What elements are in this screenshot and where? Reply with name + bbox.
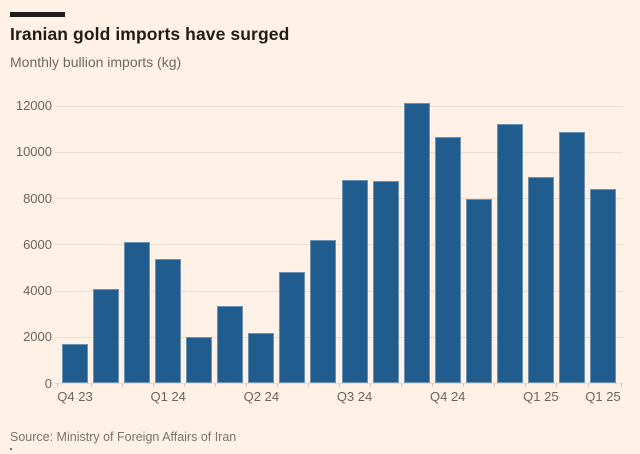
bar-month-5[interactable] [186,336,213,383]
chart-title: Iranian gold imports have surged [10,24,290,44]
y-axis-tick-label: 0 [44,375,52,391]
bar-month-16[interactable] [527,177,554,383]
x-axis-tick [525,383,527,387]
bar-month-2[interactable] [93,289,120,383]
bar-month-13[interactable] [434,136,461,383]
x-axis-tick [90,383,92,387]
x-axis-tick [121,383,123,387]
bar-month-12[interactable] [403,103,430,383]
x-axis-tick-label: Q4 24 [430,389,466,404]
x-axis-tick [620,383,622,387]
bar-month-9[interactable] [310,239,337,383]
gridline-4000 [55,290,623,292]
x-axis-tick-label: Q1 24 [150,389,186,404]
x-axis-tick [183,383,185,387]
chart-subtitle: Monthly bullion imports (kg) [10,54,182,70]
x-axis-tick [494,383,496,387]
source-credit: Source: Ministry of Foreign Affairs of I… [10,430,237,444]
x-axis-tick [152,383,154,387]
bar-month-17[interactable] [558,132,585,383]
y-axis-tick-label: 10000 [15,144,52,160]
x-axis-tick [276,383,278,387]
x-axis-tick [401,383,403,387]
x-axis-tick [432,383,434,387]
gridline-10000 [55,151,623,153]
x-axis-tick [556,383,558,387]
bar-month-7[interactable] [248,333,275,383]
y-axis-tick-label: 2000 [23,329,52,345]
y-axis-tick-label: 4000 [23,283,52,299]
gridline-6000 [55,244,623,246]
bar-month-1[interactable] [62,343,88,383]
gridline-8000 [55,198,623,200]
gridline-0 [55,383,623,384]
x-axis-tick-label: Q1 25 [585,389,621,404]
bar-month-18[interactable] [590,188,617,383]
ft-top-rule [10,12,65,17]
x-axis-tick [56,383,58,387]
bar-chart-plot: 0 2000 4000 6000 8000 10000 12000 Q4 23 Q1 24 Q2 … [15,98,623,404]
y-axis-tick-label: 8000 [23,190,52,206]
x-axis-tick [307,383,309,387]
x-axis-tick [245,383,247,387]
bar-month-14[interactable] [465,199,492,383]
gridline-2000 [55,336,623,338]
x-axis-tick [587,383,589,387]
x-axis-tick-label: Q3 24 [336,389,373,404]
x-axis-tick-label: Q4 23 [57,389,93,404]
x-axis-tick [214,383,216,387]
gridline-12000 [55,105,623,107]
bar-month-8[interactable] [279,272,306,383]
bar-month-3[interactable] [124,242,151,383]
bar-month-10[interactable] [341,179,368,383]
x-axis-tick [463,383,465,387]
x-axis-tick-label: Q1 25 [523,389,559,404]
bar-month-4[interactable] [155,259,182,383]
bar-month-15[interactable] [496,124,523,383]
y-axis-tick-label: 12000 [15,98,52,114]
footer-dot [10,448,12,450]
x-axis-tick [370,383,372,387]
bar-month-11[interactable] [372,180,399,383]
y-axis-tick-label: 6000 [23,236,52,252]
x-axis-tick [339,383,341,387]
x-axis-tick-label: Q2 24 [243,389,280,404]
bar-month-6[interactable] [217,305,244,383]
